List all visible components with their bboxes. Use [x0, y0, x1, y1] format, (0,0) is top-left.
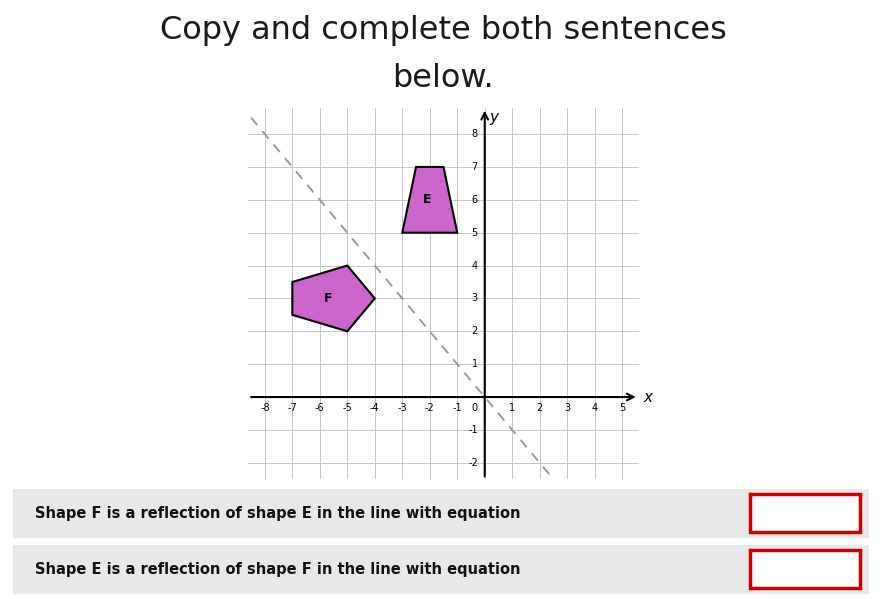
- Polygon shape: [402, 167, 456, 232]
- Text: $x$: $x$: [642, 389, 654, 404]
- Text: 3: 3: [471, 294, 478, 304]
- Text: -1: -1: [452, 403, 462, 413]
- Text: 8: 8: [471, 129, 478, 139]
- Text: Shape F is a reflection of shape E in the line with equation: Shape F is a reflection of shape E in th…: [35, 506, 520, 521]
- Text: 4: 4: [591, 403, 597, 413]
- Polygon shape: [292, 265, 375, 331]
- Text: 7: 7: [471, 162, 478, 172]
- Text: Shape E is a reflection of shape F in the line with equation: Shape E is a reflection of shape F in th…: [35, 562, 520, 577]
- Text: -4: -4: [369, 403, 379, 413]
- Text: 6: 6: [471, 195, 478, 205]
- Text: 5: 5: [618, 403, 625, 413]
- Text: 1: 1: [509, 403, 515, 413]
- Text: -6: -6: [315, 403, 324, 413]
- Text: -1: -1: [468, 425, 478, 435]
- Text: -2: -2: [424, 403, 434, 413]
- Text: 1: 1: [471, 359, 478, 369]
- Text: 5: 5: [471, 228, 478, 238]
- Text: E: E: [423, 193, 431, 206]
- Text: 2: 2: [471, 326, 478, 336]
- Text: -3: -3: [397, 403, 407, 413]
- Text: -8: -8: [260, 403, 269, 413]
- Text: 2: 2: [536, 403, 542, 413]
- Text: -7: -7: [287, 403, 297, 413]
- Text: 0: 0: [471, 403, 478, 413]
- Text: F: F: [323, 292, 332, 305]
- Text: $y$: $y$: [488, 111, 500, 127]
- Text: Copy and complete both sentences: Copy and complete both sentences: [159, 15, 727, 46]
- Text: -5: -5: [342, 403, 352, 413]
- Text: 4: 4: [471, 261, 478, 271]
- Text: -2: -2: [468, 458, 478, 468]
- Text: below.: below.: [392, 63, 494, 94]
- Text: 3: 3: [563, 403, 570, 413]
